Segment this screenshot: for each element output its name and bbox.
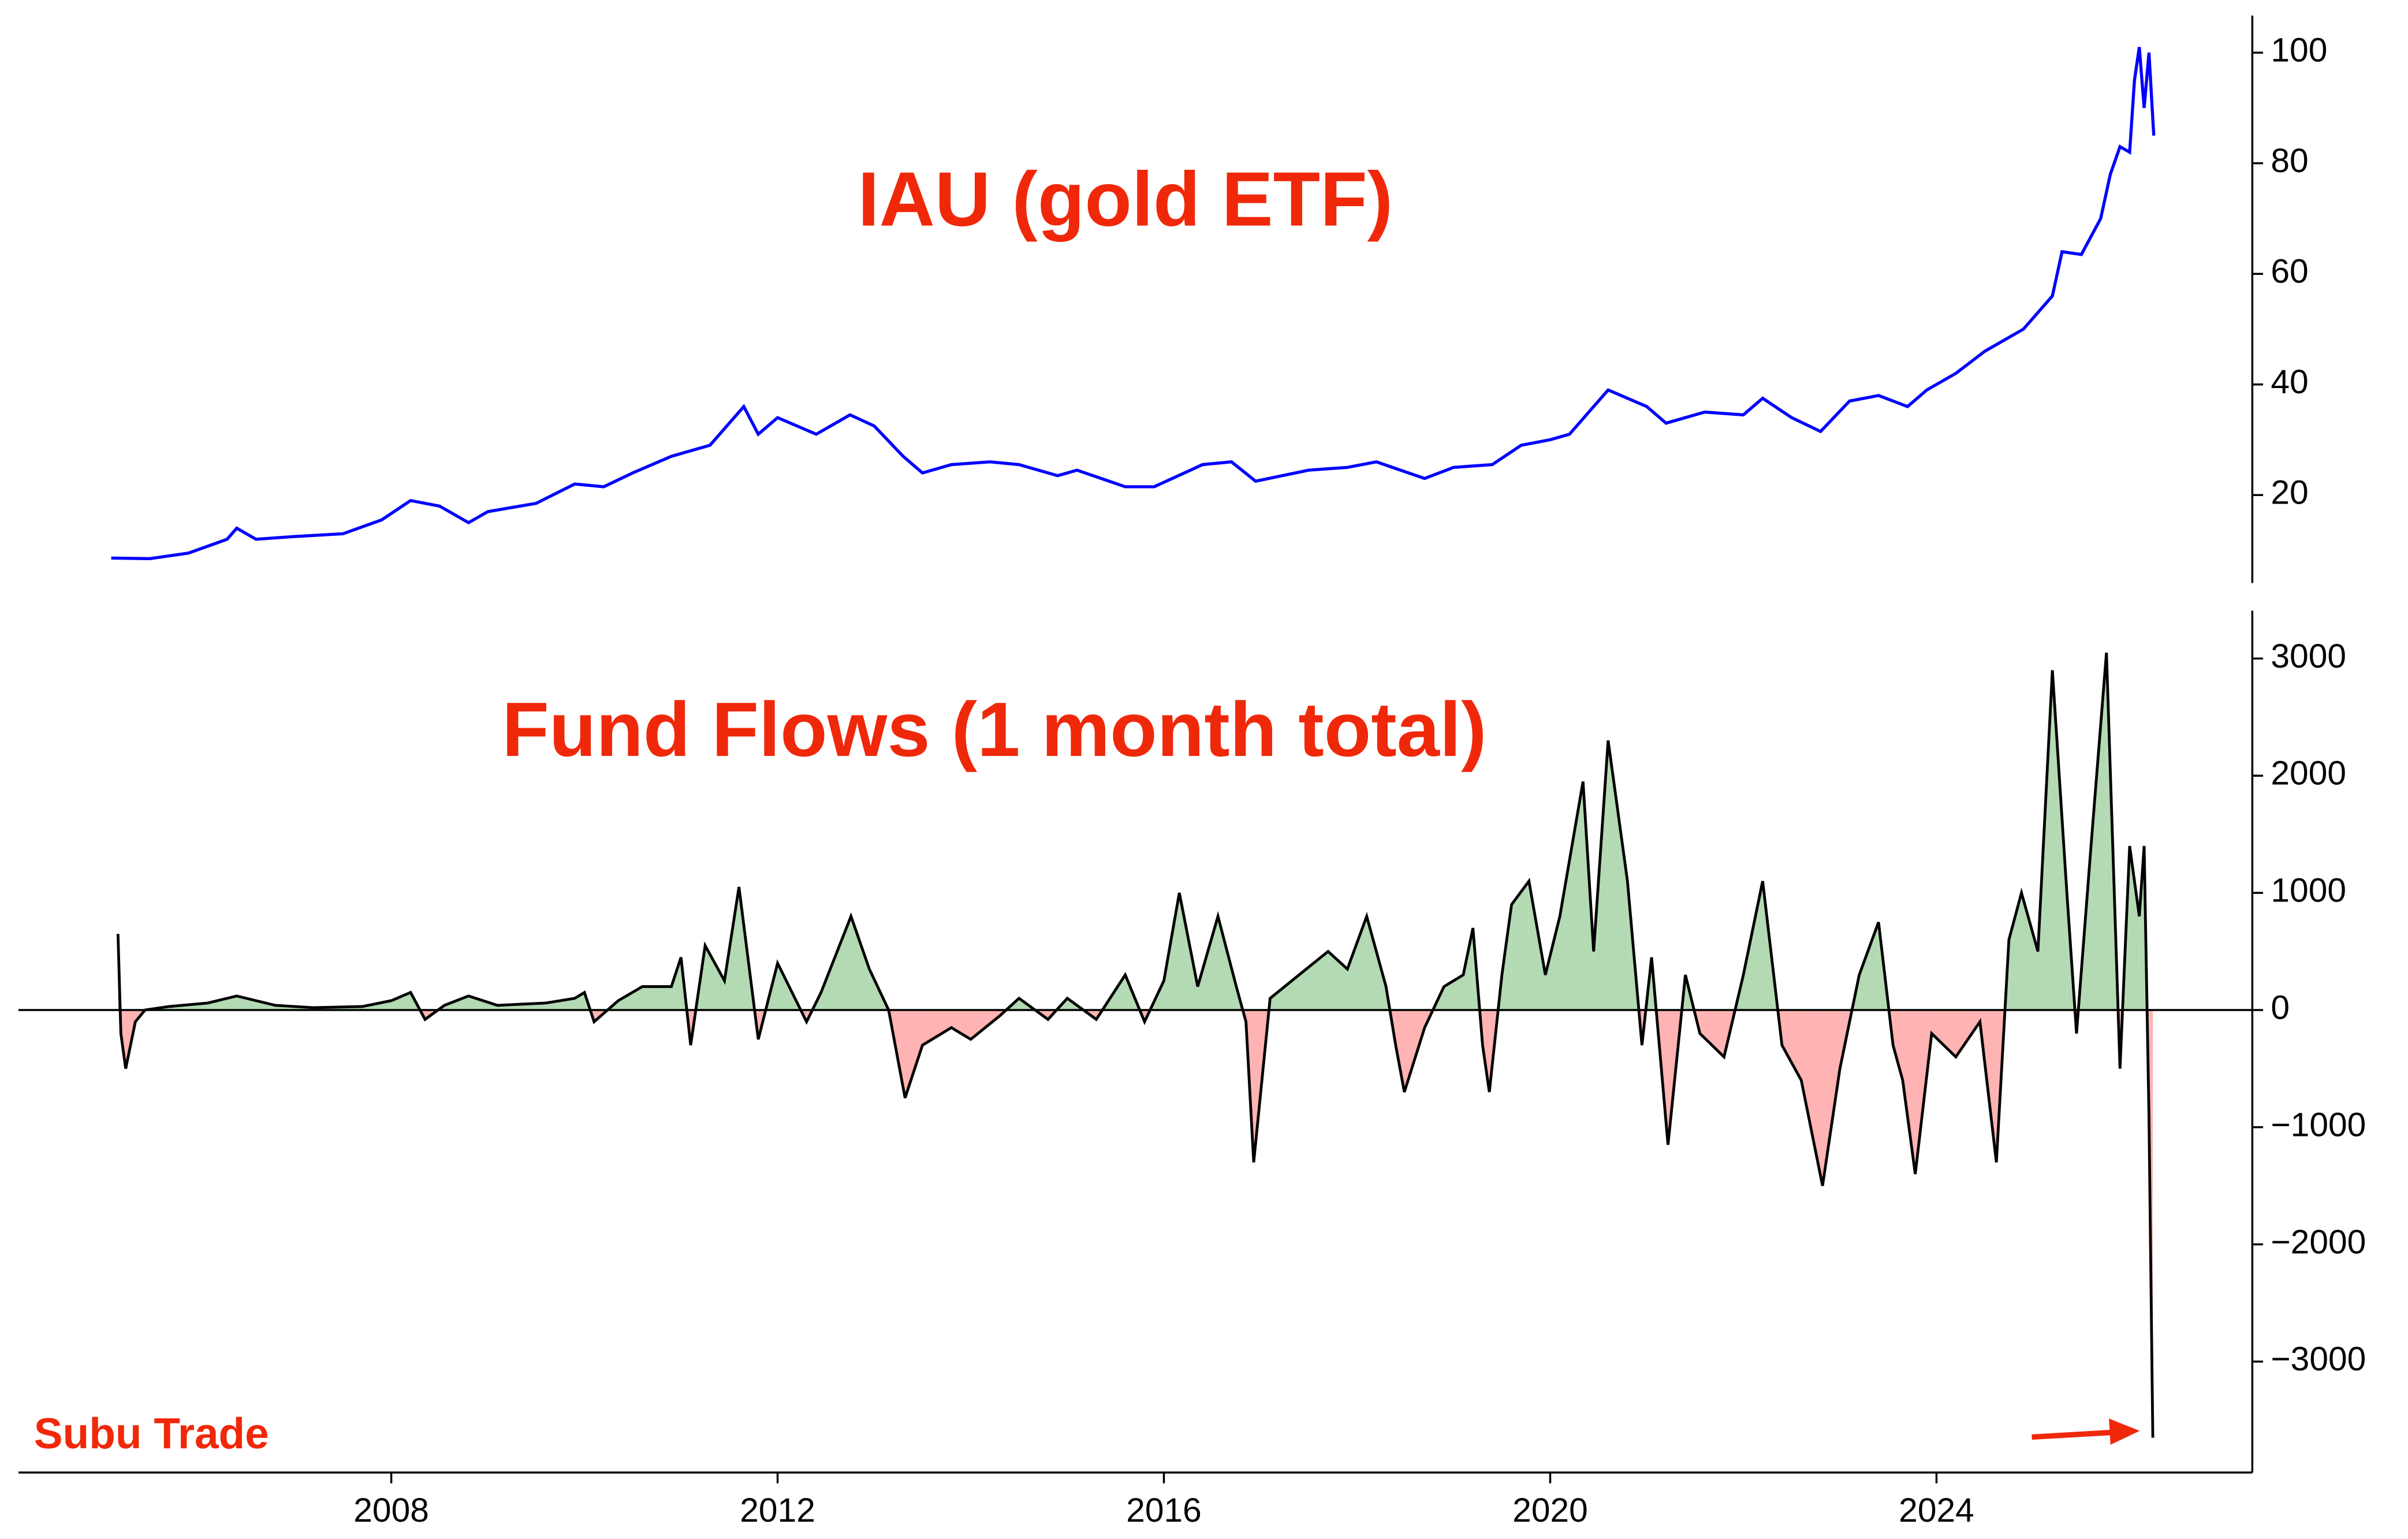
- flow-area: [546, 998, 575, 1011]
- flow-area: [2129, 845, 2139, 1011]
- flow-area: [1781, 1010, 1802, 1080]
- flow-area: [2091, 653, 2107, 1011]
- flow-area: [1270, 975, 1299, 1011]
- flow-area: [2052, 670, 2067, 1011]
- y-tick-label: 0: [2271, 989, 2290, 1027]
- flow-area: [1150, 981, 1164, 1011]
- price-line: [111, 47, 2156, 561]
- chart-title: IAU (gold ETF): [858, 156, 1393, 243]
- flow-area: [821, 916, 851, 1011]
- y-tick-label: 2000: [2271, 755, 2346, 792]
- y-tick-label: 100: [2271, 32, 2327, 69]
- y-tick-label: 3000: [2271, 638, 2346, 675]
- flow-area: [1743, 881, 1763, 1011]
- annotation-arrowhead: [2109, 1418, 2140, 1445]
- flow-area: [671, 957, 681, 1011]
- y-tick-label: −3000: [2271, 1340, 2366, 1378]
- y-tick-label: 1000: [2271, 872, 2346, 910]
- flow-area: [851, 916, 870, 1011]
- flow-area: [2067, 893, 2075, 1011]
- flow-area: [1932, 1010, 1956, 1057]
- y-tick-label: 60: [2271, 253, 2308, 290]
- flow-area: [1699, 1010, 1724, 1057]
- y-tick-label: −1000: [2271, 1106, 2366, 1143]
- flow-area: [1347, 916, 1367, 1011]
- flow-area: [1198, 916, 1218, 1011]
- flow-line: [116, 652, 2154, 1438]
- flow-area: [207, 996, 237, 1011]
- y-tick-label: 40: [2271, 363, 2308, 401]
- flow-area: [1822, 1010, 1840, 1186]
- flow-area: [888, 1010, 905, 1098]
- flow-area: [642, 986, 672, 1011]
- flow-area: [1608, 740, 1628, 1011]
- flow-area: [705, 945, 725, 1011]
- flow-area: [1560, 781, 1583, 1011]
- flow-area: [2139, 845, 2145, 1011]
- y-tick-label: −2000: [2271, 1223, 2366, 1261]
- flow-area: [1444, 975, 1463, 1011]
- flow-area: [1529, 881, 1546, 1011]
- x-tick-label: 2024: [1899, 1492, 1974, 1529]
- flow-area: [1218, 916, 1236, 1011]
- flow-area: [391, 992, 411, 1011]
- flow-area: [425, 1010, 438, 1020]
- flow-area: [951, 1010, 971, 1039]
- flow-area: [1366, 916, 1386, 1011]
- chart-title: Fund Flows (1 month total): [502, 687, 1486, 773]
- x-tick-label: 2020: [1512, 1492, 1588, 1529]
- y-tick-label: 20: [2271, 474, 2308, 512]
- flow-area: [618, 986, 643, 1011]
- flow-area: [1479, 1010, 1483, 1045]
- flow-area: [1254, 1010, 1269, 1162]
- flow-area: [1125, 975, 1140, 1011]
- flow-area: [1463, 927, 1473, 1011]
- x-tick-label: 2012: [740, 1492, 815, 1529]
- y-tick-label: 80: [2271, 142, 2308, 180]
- flow-area: [2008, 893, 2022, 1011]
- flow-area: [1048, 1010, 1057, 1020]
- flow-area: [1955, 1010, 1980, 1057]
- annotation-arrow: [2031, 1429, 2112, 1440]
- flow-area: [1299, 951, 1328, 1011]
- x-tick-label: 2016: [1126, 1492, 1202, 1529]
- flow-area: [1902, 1010, 1915, 1175]
- flow-area: [2021, 893, 2038, 1011]
- flow-area: [905, 1010, 923, 1098]
- flow-area: [687, 1010, 691, 1045]
- x-tick-label: 2008: [353, 1492, 429, 1529]
- flow-area: [1801, 1010, 1823, 1186]
- flow-area: [1859, 922, 1879, 1011]
- flow-area: [754, 1010, 759, 1039]
- flow-area: [1395, 1010, 1404, 1093]
- flow-area: [922, 1010, 952, 1045]
- flow-area: [1893, 1010, 1903, 1080]
- flow-area: [1511, 881, 1529, 1011]
- annotation: Subu Trade: [34, 1409, 269, 1458]
- flow-area: [1545, 916, 1560, 1011]
- flow-area: [777, 963, 801, 1011]
